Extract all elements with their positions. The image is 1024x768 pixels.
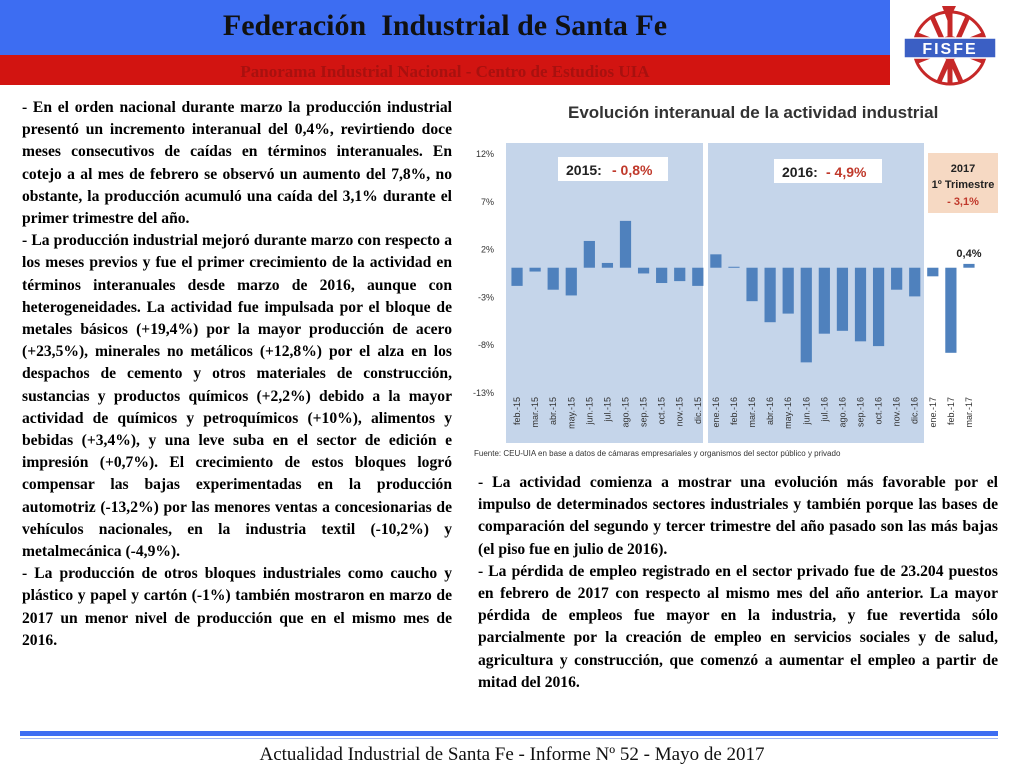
x-tick-label: dic.-15 (693, 397, 703, 424)
x-tick-label: oct.-15 (657, 397, 667, 425)
bar (836, 267, 849, 331)
value-2016: - 4,9% (826, 164, 867, 180)
q1-line1: 2017 (951, 163, 975, 175)
x-tick-label: may.-15 (566, 397, 576, 429)
bar (692, 267, 704, 286)
x-tick-label: mar.-16 (747, 397, 757, 428)
x-tick-label: mar.-15 (530, 397, 540, 428)
x-tick-label: feb.-17 (946, 397, 956, 425)
x-tick-label: may.-16 (783, 397, 793, 429)
x-tick-label: sep.-15 (639, 397, 649, 427)
bar (891, 267, 903, 290)
x-tick-label: mar.-17 (964, 397, 974, 428)
q1-box (928, 153, 998, 213)
x-tick-label: abr.-16 (765, 397, 775, 425)
x-tick-label: nov.-16 (892, 397, 902, 426)
q1-value: - 3,1% (947, 196, 979, 208)
paragraph: - La pérdida de empleo registrado en el … (478, 562, 998, 691)
bar (927, 267, 939, 277)
paragraph: - En el orden nacional durante marzo la … (22, 99, 452, 228)
chart-title: Evolución interanual de la actividad ind… (568, 103, 938, 122)
q1-line2: 1º Trimestre (932, 179, 995, 191)
bar (583, 240, 595, 268)
x-tick-label: jul.-16 (819, 397, 829, 423)
x-tick-label: ene.-17 (928, 397, 938, 428)
x-tick-label: feb.-15 (512, 397, 522, 425)
right-column: - La actividad comienza a mostrar una ev… (478, 472, 998, 694)
panel-2015 (506, 143, 703, 443)
bar (746, 267, 758, 302)
bar (656, 267, 668, 284)
footer-text: Actualidad Industrial de Santa Fe - Info… (259, 744, 765, 765)
logo-text: FISFE (922, 41, 977, 58)
page-subtitle: Panorama Industrial Nacional - Centro de… (240, 62, 650, 81)
data-label-last: 0,4% (956, 248, 981, 260)
bar (945, 267, 957, 353)
paragraph: - La producción industrial mejoró durant… (22, 232, 452, 561)
y-tick-label: -3% (478, 292, 494, 302)
bar (619, 220, 632, 268)
bar (728, 266, 740, 268)
chart-source: Fuente: CEU-UIA en base a datos de cámar… (474, 449, 841, 458)
page-title: Federación Industrial de Santa Fe (222, 9, 668, 42)
x-tick-label: dic.-16 (910, 397, 920, 424)
bar (637, 267, 650, 274)
x-tick-label: oct.-16 (874, 397, 884, 425)
bar (764, 267, 776, 323)
bar (872, 267, 885, 347)
left-column: - En el orden nacional durante marzo la … (22, 97, 452, 652)
x-tick-label: abr.-15 (548, 397, 558, 425)
bar (782, 267, 794, 314)
y-tick-label: 7% (481, 197, 494, 207)
subtitle-band (0, 55, 890, 85)
panel-2016 (708, 143, 924, 443)
bar (800, 267, 812, 363)
bar (909, 267, 921, 297)
bar (547, 267, 559, 290)
y-tick-label: -8% (478, 340, 494, 350)
bar (674, 267, 686, 282)
x-tick-label: ago.-15 (621, 397, 631, 428)
label-box-2015 (558, 157, 668, 181)
x-tick-label: jun.-15 (584, 397, 594, 426)
label-2016: 2016: (782, 164, 818, 180)
label-2015: 2015: (566, 162, 602, 178)
label-box-2016 (774, 159, 882, 183)
title-band (0, 0, 890, 55)
bar (818, 267, 830, 334)
bar (854, 267, 867, 342)
x-tick-label: feb.-16 (729, 397, 739, 425)
bar (565, 267, 577, 296)
paragraph: - La actividad comienza a mostrar una ev… (478, 474, 998, 558)
x-tick-label: sep.-16 (856, 397, 866, 427)
value-2015: - 0,8% (612, 162, 653, 178)
paragraph: - La producción de otros bloques industr… (22, 565, 452, 649)
y-tick-label: 12% (476, 149, 494, 159)
bar (511, 267, 523, 286)
industrial-activity-chart: Evolución interanual de la actividad ind… (468, 95, 998, 465)
x-tick-label: ago.-16 (837, 397, 847, 428)
footer-rule-thin (20, 738, 998, 739)
fisfe-logo: FISFE (900, 2, 1000, 90)
y-tick-label: 2% (481, 245, 494, 255)
bar (601, 262, 614, 268)
x-tick-label: jul.-15 (602, 397, 612, 423)
bar (529, 267, 541, 272)
bar (710, 254, 722, 268)
x-tick-label: ene.-16 (711, 397, 721, 428)
x-tick-label: jun.-16 (801, 397, 811, 426)
footer-rule (20, 731, 998, 736)
y-tick-label: -13% (473, 388, 494, 398)
bar (963, 263, 975, 268)
x-tick-label: nov.-15 (675, 397, 685, 426)
